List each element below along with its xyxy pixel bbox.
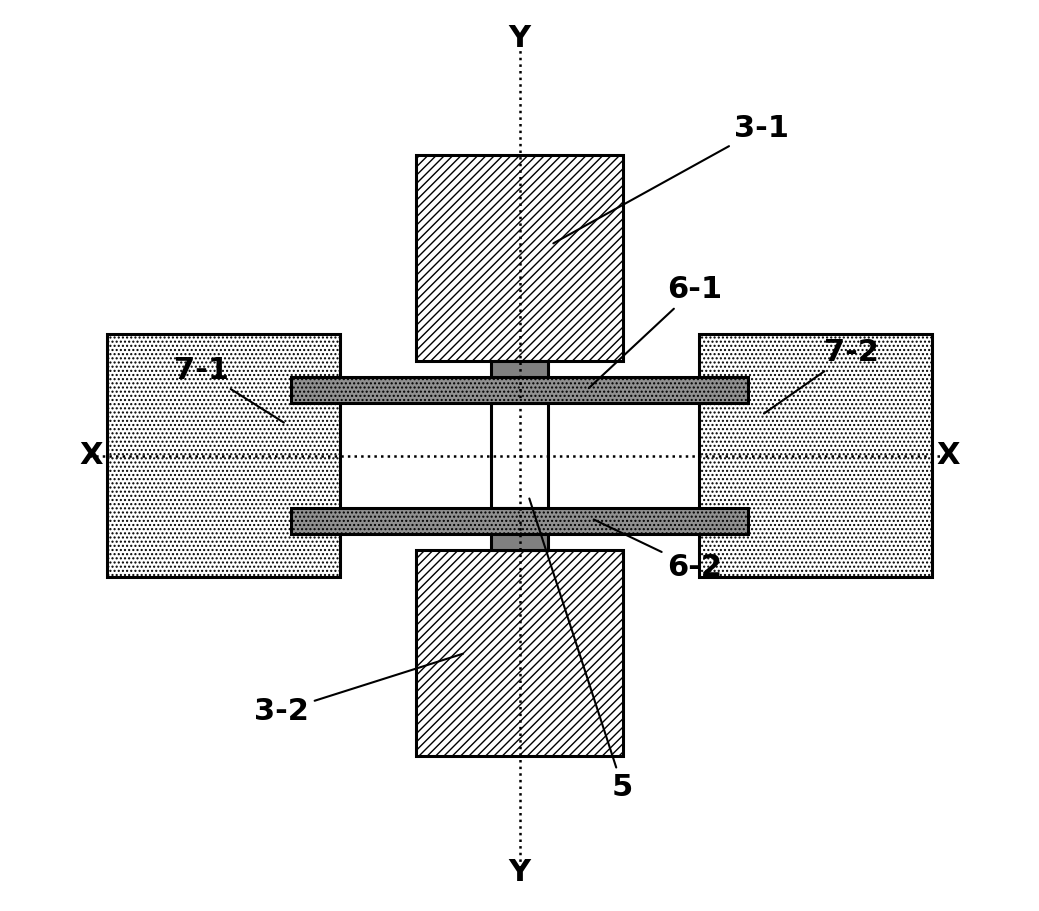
Text: 3-2: 3-2	[255, 654, 463, 726]
Text: 7-1: 7-1	[174, 356, 284, 423]
Text: 5: 5	[529, 498, 634, 802]
Text: 7-2: 7-2	[764, 338, 879, 414]
Bar	[417, 549, 622, 756]
Bar	[490, 362, 549, 376]
Polygon shape	[699, 334, 932, 577]
Text: X: X	[936, 441, 960, 470]
Bar	[500, 362, 539, 376]
Text: 3-1: 3-1	[554, 114, 790, 243]
Bar	[291, 376, 748, 404]
Bar	[291, 507, 748, 535]
Text: Y: Y	[508, 24, 531, 53]
Text: X: X	[79, 441, 103, 470]
Bar	[490, 535, 549, 549]
Bar	[500, 535, 539, 549]
Text: 6-1: 6-1	[589, 275, 722, 388]
Bar	[417, 155, 622, 362]
Polygon shape	[107, 334, 340, 577]
Text: 6-2: 6-2	[593, 519, 722, 582]
Bar	[490, 404, 549, 507]
Text: Y: Y	[508, 858, 531, 887]
